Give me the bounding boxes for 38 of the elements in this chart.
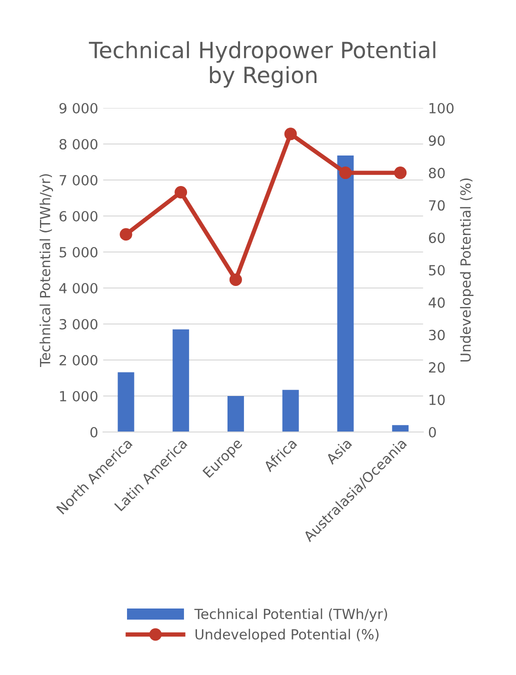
- bar: [337, 156, 354, 432]
- y2-axis-title: Undeveloped Potential (%): [460, 178, 474, 362]
- y2-tick-label: 20: [429, 362, 445, 373]
- y-tick-label: 1 000: [60, 390, 98, 402]
- y2-tick-label: 50: [429, 264, 445, 276]
- y2-tick-label: 80: [428, 168, 445, 178]
- bar: [282, 390, 299, 432]
- y2-tick-label: 70: [429, 200, 445, 211]
- legend-label: Undeveloped Potential (%): [196, 628, 379, 642]
- y2-tick-label: 60: [428, 232, 445, 244]
- y2-tick-label: 40: [428, 297, 445, 308]
- y-tick-label: 9 000: [59, 102, 98, 114]
- bar: [118, 372, 134, 432]
- point: [120, 228, 132, 241]
- y2-tick-label: 10: [430, 394, 445, 406]
- y-tick-label: 4 000: [59, 282, 98, 294]
- y-tick-label: 3 000: [60, 318, 98, 330]
- y-tick-label: 6 000: [60, 210, 98, 222]
- chart-title: Technical Hydropower Potential by Region: [88, 41, 436, 88]
- y2-tick-label: 90: [428, 135, 445, 146]
- point: [394, 166, 407, 180]
- y-axis-title: Technical Potential (TWh/yr): [40, 174, 54, 367]
- bar: [227, 396, 244, 432]
- point: [339, 166, 352, 180]
- y2-tick-label: 0: [428, 426, 436, 438]
- bar: [172, 329, 190, 432]
- y-tick-label: 0: [90, 426, 98, 438]
- point: [174, 186, 188, 198]
- y-tick-label: 8 000: [60, 138, 98, 150]
- y2-tick-label: 30: [429, 330, 445, 340]
- y-tick-label: 7 000: [60, 174, 98, 186]
- point: [229, 273, 242, 286]
- point: [284, 128, 297, 140]
- bar: [392, 425, 409, 432]
- legend-label: Technical Potential (TWh/yr): [194, 608, 388, 622]
- y2-tick-label: 100: [430, 102, 454, 114]
- y-tick-label: 5 000: [60, 246, 98, 258]
- y-tick-label: 2 000: [60, 354, 98, 366]
